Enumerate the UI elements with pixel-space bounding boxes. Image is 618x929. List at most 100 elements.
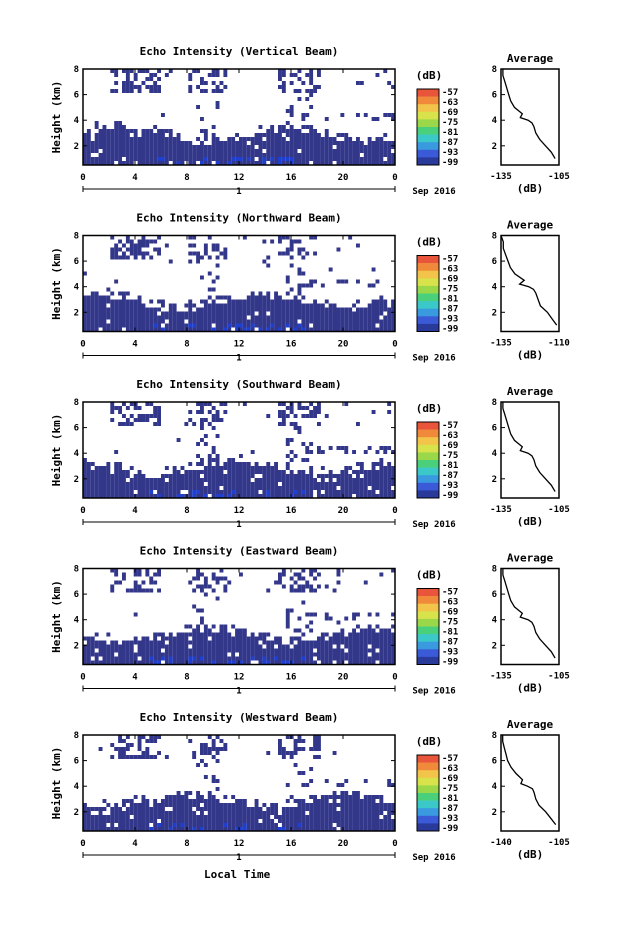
heatmap-cell — [328, 153, 333, 157]
heatmap-cell — [285, 620, 290, 625]
heatmap-cell — [98, 133, 103, 137]
heatmap-cell — [125, 255, 130, 260]
heatmap-cell — [164, 141, 169, 145]
heatmap-cell — [176, 490, 181, 494]
heatmap-cell — [313, 652, 317, 657]
colorbar-tick-label: -63 — [442, 431, 458, 441]
heatmap-cell — [270, 811, 275, 815]
heatmap-cell — [313, 660, 317, 665]
heatmap-cell — [309, 69, 314, 73]
heatmap-cell — [122, 640, 126, 645]
heatmap-cell — [297, 287, 302, 292]
heatmap-cell — [215, 418, 220, 422]
heatmap-cell — [281, 568, 286, 573]
heatmap-cell — [281, 69, 286, 73]
heatmap-cell — [196, 803, 200, 807]
heatmap-cell — [254, 153, 259, 157]
heatmap-cell — [207, 584, 212, 589]
heatmap-cell — [274, 323, 278, 328]
heatmap-cell — [203, 827, 208, 831]
heatmap-cell — [297, 811, 302, 815]
heatmap-cell — [157, 632, 161, 637]
heatmap-cell — [215, 311, 220, 316]
heatmap-cell — [281, 648, 286, 653]
heatmap-cell — [301, 117, 306, 121]
heatmap-cell — [149, 739, 154, 743]
heatmap-cell — [133, 141, 138, 145]
heatmap-cell — [324, 129, 329, 133]
heatmap-cell — [289, 735, 294, 739]
colorbar-segment — [417, 263, 439, 271]
heatmap-cell — [285, 735, 290, 739]
heatmap-cell — [203, 819, 208, 823]
heatmap-cell — [227, 303, 232, 308]
heatmap-cell — [254, 149, 259, 153]
heatmap-cell — [200, 644, 204, 649]
heatmap-cell — [383, 632, 388, 637]
heatmap-cell — [371, 470, 376, 474]
heatmap-cell — [207, 811, 212, 815]
heatmap-cell — [278, 315, 282, 320]
heatmap-cell — [262, 652, 267, 657]
colorbar-tick-label: -93 — [442, 648, 458, 658]
heatmap-cell — [137, 486, 142, 490]
heatmap-cell — [211, 470, 216, 474]
colorbar-segment — [417, 475, 439, 484]
panel-title: Echo Intensity (Northward Beam) — [136, 212, 341, 225]
heatmap-cell — [379, 827, 384, 831]
heatmap-cell — [223, 402, 228, 406]
heatmap-cell — [157, 751, 161, 755]
heatmap-cell — [157, 644, 161, 649]
heatmap-cell — [145, 319, 150, 324]
heatmap-cell — [98, 161, 103, 165]
heatmap-cell — [223, 819, 228, 823]
heatmap-cell — [184, 827, 189, 831]
heatmap-cell — [383, 141, 388, 145]
heatmap-cell — [176, 644, 181, 649]
heatmap-cell — [266, 482, 271, 486]
heatmap-cell — [157, 478, 161, 482]
heatmap-cell — [387, 490, 392, 494]
heatmap-cell — [313, 827, 317, 831]
heatmap-cell — [293, 482, 298, 486]
heatmap-cell — [359, 652, 364, 657]
colorbar-tick-label: -63 — [442, 265, 458, 275]
heatmap-cell — [313, 576, 317, 581]
heatmap-cell — [356, 490, 360, 494]
heatmap-cell — [184, 624, 189, 629]
heatmap-cell — [356, 474, 360, 478]
heatmap-cell — [313, 819, 317, 823]
heatmap-cell — [297, 271, 302, 276]
heatmap-cell — [219, 490, 224, 494]
heatmap-cell — [270, 482, 275, 486]
heatmap-cell — [231, 157, 236, 161]
heatmap-cell — [297, 636, 302, 641]
heatmap-cell — [348, 315, 353, 320]
heatmap-cell — [356, 153, 360, 157]
heatmap-cell — [340, 827, 345, 831]
heatmap-cell — [122, 129, 126, 133]
heatmap-cell — [125, 69, 130, 73]
heatmap-cell — [254, 807, 259, 811]
heatmap-cell — [293, 426, 298, 430]
heatmap-cell — [133, 494, 138, 498]
heatmap-cell — [235, 319, 239, 324]
heatmap-cell — [133, 474, 138, 478]
heatmap-cell — [94, 327, 99, 332]
heatmap-cell — [266, 640, 271, 645]
heatmap-cell — [219, 323, 224, 328]
heatmap-cell — [328, 470, 333, 474]
heatmap-cell — [145, 418, 150, 422]
heatmap-cell — [145, 644, 150, 649]
heatmap-cell — [145, 811, 150, 815]
heatmap-cell — [86, 137, 91, 141]
heatmap-cell — [200, 255, 204, 260]
heatmap-cell — [285, 307, 290, 312]
heatmap-cell — [301, 640, 306, 645]
heatmap-cell — [106, 827, 111, 831]
heatmap-cell — [196, 442, 200, 446]
x-tick-label: 20 — [338, 340, 349, 350]
heatmap-cell — [200, 149, 204, 153]
heatmap-cell — [223, 640, 228, 645]
heatmap-cell — [340, 807, 345, 811]
